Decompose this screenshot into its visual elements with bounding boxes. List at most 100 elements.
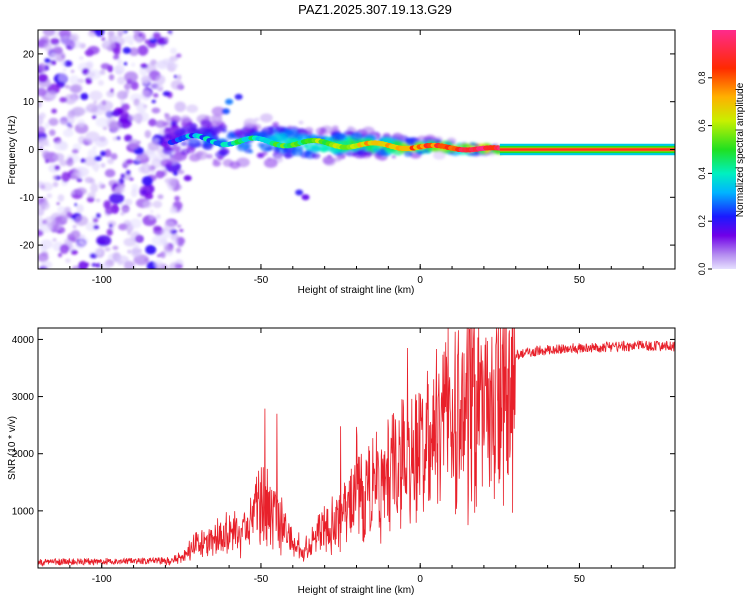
colorbar: 0.0 0.2 0.4 0.6 0.8 Normalized spectral ampl… <box>697 30 746 275</box>
colorbar-gradient <box>712 30 736 269</box>
noise-blob <box>108 74 115 81</box>
transition-blob <box>305 150 313 156</box>
noise-blob <box>86 69 102 80</box>
noise-blob <box>52 174 57 181</box>
noise-blob <box>155 214 161 220</box>
transition-blob <box>217 156 224 161</box>
noise-blob <box>108 121 122 131</box>
snr-xtick-label: 0 <box>417 574 423 585</box>
noise-blob <box>135 36 143 44</box>
noise-blob <box>120 173 125 179</box>
noise-blob <box>71 106 86 117</box>
noise-blob <box>152 31 161 39</box>
noise-blob <box>119 202 124 207</box>
noise-blob <box>130 81 139 91</box>
noise-blob <box>136 120 142 125</box>
noise-blob <box>105 206 114 215</box>
noise-blob <box>38 252 49 262</box>
noise-blob <box>163 245 174 253</box>
noise-blob <box>132 30 141 34</box>
noise-blob <box>130 189 138 198</box>
noise-blob <box>144 130 152 139</box>
noise-blob <box>153 260 164 268</box>
noise-blob <box>168 185 174 191</box>
transition-blob <box>350 132 363 141</box>
noise-blob <box>170 47 177 55</box>
snr-x-label: Height of straight line (km) <box>298 585 415 596</box>
transition-blob <box>180 141 188 147</box>
noise-blob <box>48 117 59 126</box>
noise-blob <box>129 218 142 229</box>
transition-blob <box>329 147 339 154</box>
noise-blob <box>38 145 44 152</box>
transition-blob <box>273 148 281 154</box>
noise-blob <box>56 202 60 206</box>
noise-blob <box>116 255 129 265</box>
transition-blob <box>170 115 182 123</box>
transition-blob <box>219 147 230 156</box>
transition-blob <box>268 146 274 151</box>
noise-blob <box>57 194 65 202</box>
transition-blob <box>186 104 199 113</box>
transition-blob <box>335 133 346 141</box>
noise-blob <box>151 107 161 114</box>
transition-blob <box>322 156 335 165</box>
spec-ytick-label: -20 <box>20 241 35 252</box>
noise-blob <box>95 117 111 128</box>
noise-blob <box>155 170 165 179</box>
transition-blob <box>243 118 257 128</box>
noise-blob <box>160 251 166 259</box>
spectrogram-heatmap <box>38 30 675 269</box>
spec-xtick-label: -100 <box>92 275 112 286</box>
noise-blob <box>164 220 176 232</box>
noise-blob <box>137 213 143 217</box>
noise-blob <box>140 163 152 175</box>
noise-blob <box>174 263 183 269</box>
noise-blob <box>123 237 136 247</box>
noise-blob <box>147 141 160 151</box>
transition-blob <box>303 144 309 148</box>
noise-blob <box>112 245 119 251</box>
noise-blob <box>80 92 89 101</box>
noise-blob <box>100 150 107 157</box>
noise-blob <box>140 189 147 196</box>
noise-blob <box>151 169 155 175</box>
noise-blob <box>117 58 123 65</box>
transition-blob <box>214 125 225 133</box>
noise-blob <box>50 37 60 46</box>
noise-blob <box>98 181 103 187</box>
noise-blob <box>66 158 74 167</box>
noise-blob <box>104 149 112 158</box>
noise-blob <box>78 261 88 269</box>
noise-blob <box>69 84 82 93</box>
noise-blob <box>100 63 111 70</box>
noise-blob <box>49 129 56 136</box>
noise-blob <box>60 35 72 46</box>
noise-blob <box>38 126 46 135</box>
noise-blob <box>138 33 142 37</box>
noise-blob <box>92 114 97 120</box>
noise-blob <box>133 243 140 248</box>
transition-blob <box>189 123 198 130</box>
noise-blob <box>99 69 106 75</box>
noise-blob <box>71 149 79 154</box>
noise-blob <box>85 262 90 267</box>
noise-blob <box>104 109 114 118</box>
transition-blob <box>334 156 342 162</box>
noise-blob <box>102 126 108 131</box>
noise-blob <box>87 45 100 55</box>
noise-blob <box>77 119 86 128</box>
noise-blob <box>91 162 100 171</box>
noise-blob <box>40 239 53 250</box>
noise-blob <box>123 61 128 66</box>
snr-ytick-label: 2000 <box>12 449 35 460</box>
noise-blob <box>42 30 55 37</box>
noise-blob <box>49 52 57 61</box>
noise-blob <box>74 215 89 226</box>
noise-blob <box>61 214 68 221</box>
noise-blob <box>175 247 182 254</box>
noise-blob <box>128 114 135 122</box>
snr-ytick-label: 3000 <box>12 392 35 403</box>
noise-blob <box>157 194 164 200</box>
noise-blob <box>110 88 114 93</box>
